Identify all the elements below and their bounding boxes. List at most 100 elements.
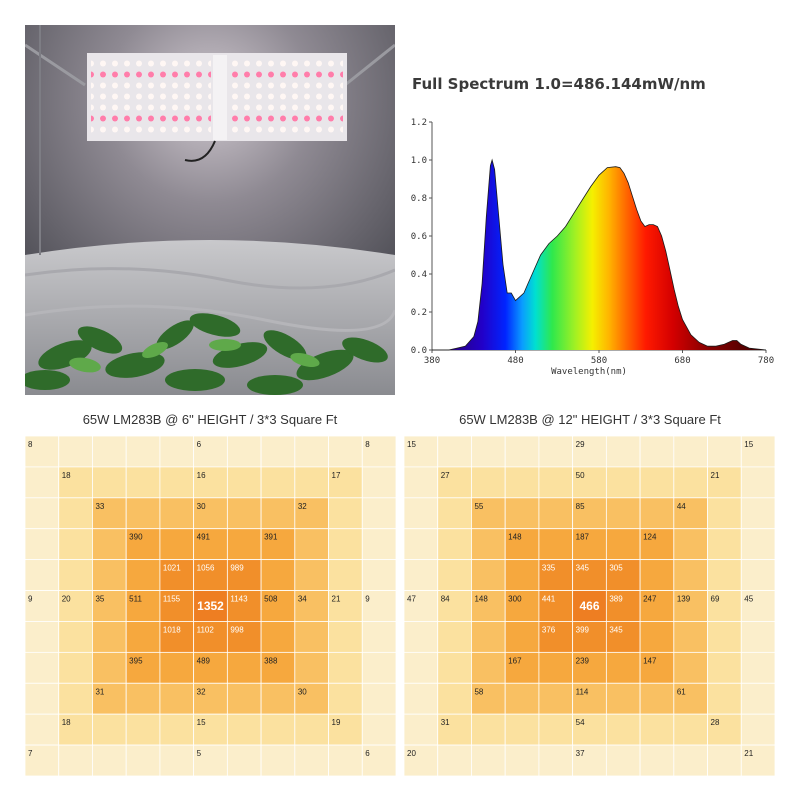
heatmap-12in-cell xyxy=(707,559,742,591)
heatmap-6in-value-label: 20 xyxy=(62,595,71,604)
heatmap-6in-cell xyxy=(125,744,161,776)
heatmap-12in-cell xyxy=(504,559,540,591)
heatmap-6in-cell xyxy=(328,682,363,715)
heatmap-6in-cell xyxy=(25,713,60,746)
heatmap-6in-cell xyxy=(294,466,329,499)
heatmap-12in-value-label: 58 xyxy=(474,687,483,696)
heatmap-12in-cell xyxy=(740,744,775,776)
heatmap-12in-cell xyxy=(673,744,708,776)
heatmap-12in-value-label: 345 xyxy=(609,625,623,634)
heatmap-12in-cell xyxy=(673,651,708,684)
heatmap-6in-cell xyxy=(159,713,195,746)
heatmap-6in-cell xyxy=(92,497,127,530)
heatmap-6in-value-label: 35 xyxy=(95,595,104,604)
heatmap-6in-cell xyxy=(260,528,296,561)
heatmap-12in-cell xyxy=(740,651,775,684)
heatmap-12in-cell xyxy=(572,621,607,653)
heatmap-6in-value-label: 19 xyxy=(332,718,341,727)
heatmap-12in-cell xyxy=(673,682,708,715)
heatmap-6in-cell xyxy=(294,713,329,746)
heatmap-12in-cell xyxy=(605,713,641,746)
heatmap-12in-cell xyxy=(437,497,472,530)
heatmap-12in-cell xyxy=(572,590,607,622)
spectrum-x-tick-label: 680 xyxy=(674,356,690,366)
heatmap-12in-cell xyxy=(504,497,540,530)
heatmap-12in-value-label: 124 xyxy=(643,533,657,542)
heatmap-6in-cell xyxy=(58,651,93,684)
heatmap-6in-cell xyxy=(260,436,296,468)
heatmap-12in: 15 29 15 27 50 21 55 85 44 148 187 124 335 345 305 47 84… xyxy=(404,436,775,776)
heatmap-6in-cell xyxy=(361,528,396,561)
heatmap-6in-cell xyxy=(159,590,195,622)
heatmap-12in-value-label: 187 xyxy=(576,533,590,542)
heatmap-6in-cell xyxy=(294,590,329,622)
heatmap-12in-cell xyxy=(740,559,775,591)
heatmap-6in-cell xyxy=(58,744,93,776)
heatmap-12in-cell xyxy=(404,744,439,776)
heatmap-6in-cell xyxy=(92,590,127,622)
heatmap-12in-cell xyxy=(740,590,775,622)
heatmap-12in-cell xyxy=(605,651,641,684)
heatmap-6in-cell xyxy=(92,621,127,653)
heatmap-12in-cell xyxy=(504,744,540,776)
heatmap-12in-cell xyxy=(471,621,506,653)
heatmap-12in-value-label: 84 xyxy=(441,595,450,604)
heatmap-12in-cell xyxy=(471,744,506,776)
heatmap-12in-title: 65W LM283B @ 12" HEIGHT / 3*3 Square Ft xyxy=(459,412,721,427)
heatmap-6in-cell xyxy=(226,436,262,468)
heatmap-12in-cell xyxy=(437,466,472,499)
heatmap-12in-cell xyxy=(538,651,574,684)
heatmap-6in-value-label: 1021 xyxy=(163,564,181,573)
heatmap-6in-cell xyxy=(193,682,228,715)
heatmap-6in-value-label: 7 xyxy=(28,749,33,758)
heatmap-6in-cell xyxy=(361,713,396,746)
heatmap-12in-value-label: 466 xyxy=(579,599,599,613)
heatmap-6in-cell xyxy=(260,621,296,653)
spectrum-y-tick-label: 0.2 xyxy=(411,308,427,318)
heatmap-12in-cell xyxy=(538,466,574,499)
heatmap-6in-cell xyxy=(361,651,396,684)
heatmap-12in-cell xyxy=(707,621,742,653)
heatmap-12in-cell xyxy=(707,682,742,715)
heatmap-12in-value-label: 15 xyxy=(744,440,753,449)
heatmap-6in-cell xyxy=(294,744,329,776)
heatmap-6in-cell xyxy=(92,651,127,684)
spectrum-chart: 0.0 0.2 0.4 0.6 0.8 1.0 1.2 380 480 580 680 780 Wave… xyxy=(411,118,774,377)
heatmap-6in-value-label: 34 xyxy=(298,595,307,604)
heatmap-12in-cell xyxy=(673,528,708,561)
heatmap-6in-cell xyxy=(92,436,127,468)
heatmap-6in-value-label: 511 xyxy=(129,595,142,604)
spectrum-y-tick-label: 0.8 xyxy=(411,194,427,204)
heatmap-12in-cell xyxy=(572,559,607,591)
heatmap-6in-cell xyxy=(294,559,329,591)
heatmap-6in-cell xyxy=(328,497,363,530)
heatmap-6in-cell xyxy=(25,590,60,622)
heatmap-12in-value-label: 389 xyxy=(609,595,623,604)
heatmap-12in-cell xyxy=(437,559,472,591)
heatmap-6in-cell xyxy=(328,744,363,776)
heatmap-6in-value-label: 1155 xyxy=(163,595,181,604)
heatmap-6in-cell xyxy=(361,559,396,591)
heatmap-12in-cell xyxy=(605,590,641,622)
heatmap-6in-cell xyxy=(159,682,195,715)
heatmap-6in-cell xyxy=(58,621,93,653)
heatmap-6in-cell xyxy=(125,559,161,591)
heatmap-6in-cell xyxy=(260,590,296,622)
heatmap-12in-value-label: 305 xyxy=(609,564,623,573)
heatmap-12in-value-label: 335 xyxy=(542,564,556,573)
heatmap-12in-cell xyxy=(639,744,675,776)
heatmap-12in-cell xyxy=(471,651,506,684)
heatmap-6in-cell xyxy=(58,436,93,468)
heatmap-6in-cell xyxy=(260,466,296,499)
heatmap-12in-value-label: 114 xyxy=(576,687,589,696)
heatmap-6in-value-label: 391 xyxy=(264,533,278,542)
heatmap-6in-cell xyxy=(260,713,296,746)
heatmap-12in-value-label: 167 xyxy=(508,656,522,665)
heatmap-12in-value-label: 239 xyxy=(576,656,590,665)
heatmap-12in-cell xyxy=(673,713,708,746)
heatmap-6in-cell xyxy=(92,713,127,746)
heatmap-12in-cell xyxy=(572,466,607,499)
heatmap-6in-cell xyxy=(226,682,262,715)
heatmap-12in-cell xyxy=(740,497,775,530)
heatmap-12in-cell xyxy=(471,559,506,591)
